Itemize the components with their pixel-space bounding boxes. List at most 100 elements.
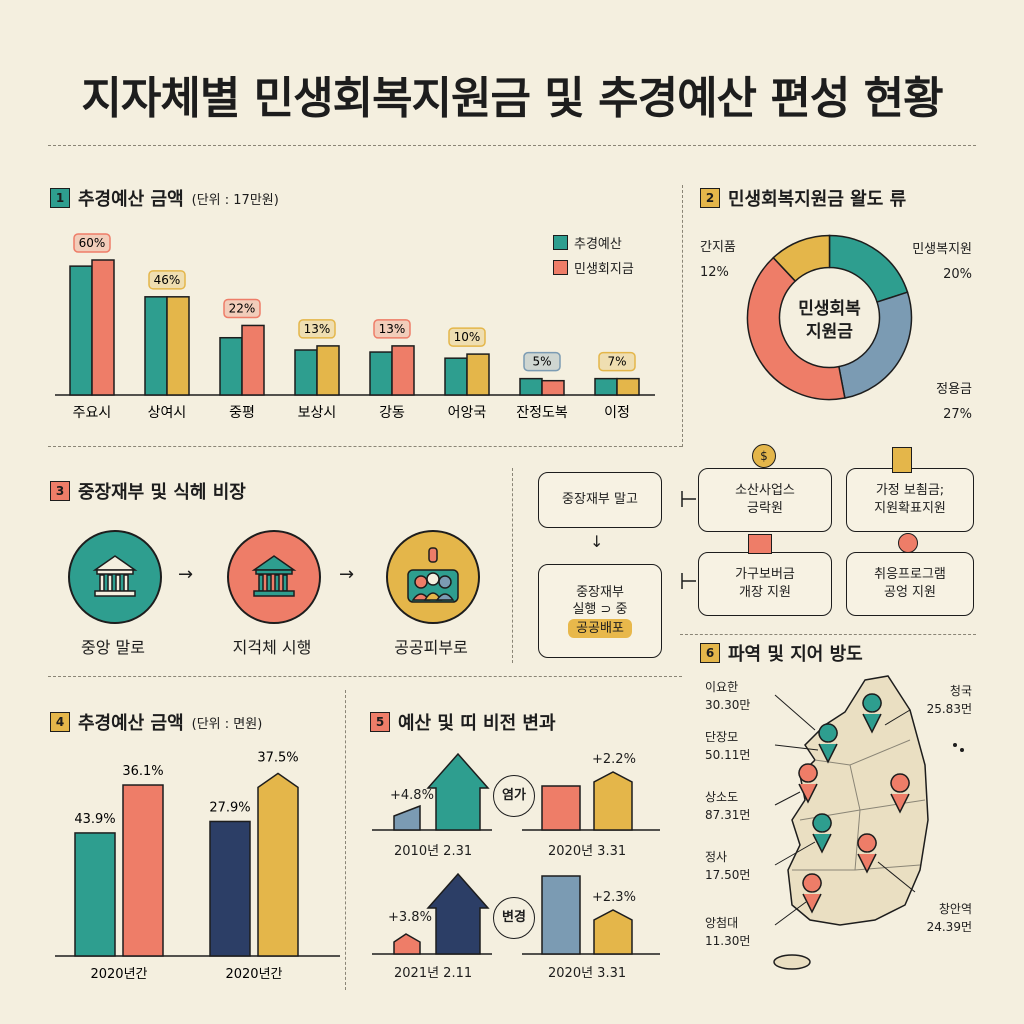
section6-heading: 6 파역 및 지어 방도 xyxy=(700,640,863,666)
flow-box-central: 중장재부 말고 xyxy=(538,472,662,528)
korea-map xyxy=(773,675,964,970)
place-value: 25.83먼 xyxy=(926,702,972,716)
house-icon xyxy=(748,534,772,554)
trend-bar xyxy=(593,909,633,955)
flow-target-box: 취응프로그램 공엉 지원 xyxy=(846,552,974,616)
bar xyxy=(219,336,243,396)
divider xyxy=(680,634,976,635)
legend-label: 추경예산 xyxy=(574,237,622,252)
jeju-island xyxy=(773,954,811,970)
data-label-box xyxy=(298,319,336,339)
step-label: 공공피부로 xyxy=(394,638,468,657)
step-arrow: → xyxy=(178,564,194,585)
legend-swatch xyxy=(553,260,568,275)
donut-slice xyxy=(746,256,846,401)
place-value: 24.39먼 xyxy=(926,920,972,934)
trend-change: +4.8% xyxy=(390,788,434,803)
donut-center-label: 민생회복 지원금 xyxy=(742,298,917,344)
bar xyxy=(166,296,190,396)
map-pin-icon xyxy=(798,763,818,804)
slice-name: 민생복지원 xyxy=(912,242,972,257)
trend-bar xyxy=(541,875,581,955)
bar xyxy=(122,784,164,957)
trend-bar xyxy=(541,785,581,831)
map-label: 청국 25.83먼 xyxy=(910,682,972,718)
flow-target-box: 가구보버금 개장 지원 xyxy=(698,552,832,616)
bar xyxy=(69,265,93,396)
bar xyxy=(316,345,340,396)
data-label-box xyxy=(598,351,636,372)
section-number: 6 xyxy=(700,643,720,663)
section-title: 추경예산 금액 xyxy=(78,713,184,734)
donut-slice xyxy=(772,234,831,283)
category-label: 이정 xyxy=(604,405,630,421)
legend-label: 민생회지금 xyxy=(574,262,634,277)
up-arrow-icon xyxy=(426,752,490,831)
money-bag-icon xyxy=(898,533,918,553)
slice-label-right: 민생복지원 20% xyxy=(880,238,972,287)
section-unit: (단위 : 17만원) xyxy=(191,192,279,208)
category-label: 2020년간 xyxy=(225,967,282,982)
trend-bar xyxy=(593,771,633,831)
flow-target-line: 소산사업스 xyxy=(735,483,795,499)
flow-box-highlight: 공공배포 xyxy=(568,618,632,639)
flow-target-line: 가구보버금 xyxy=(735,567,795,583)
data-label: 43.9% xyxy=(74,812,115,827)
central-government-icon xyxy=(68,530,162,624)
divider xyxy=(48,676,682,677)
bar xyxy=(391,345,415,396)
category-label: 주요시 xyxy=(73,405,112,421)
category-label: 강동 xyxy=(379,405,405,421)
bar xyxy=(466,353,490,396)
data-label: 13% xyxy=(379,322,406,336)
legend-swatch xyxy=(553,235,568,250)
bar xyxy=(209,820,251,957)
bar xyxy=(616,377,640,396)
donut-center-line: 민생회복 xyxy=(798,299,861,319)
section2-heading: 2 민생회복지원금 왈도 류 xyxy=(700,185,906,211)
map-pin-icon xyxy=(818,723,838,764)
section-title: 추경예산 금액 xyxy=(78,189,184,210)
map-pin-icon xyxy=(802,873,822,914)
trend-date: 2010년 2.31 xyxy=(394,844,473,859)
place-name: 정사 xyxy=(705,850,728,864)
flow-box-line: 실행 ⊃ 중 xyxy=(572,602,628,618)
place-value: 17.50먼 xyxy=(705,868,751,882)
data-label: 22% xyxy=(229,301,256,315)
bar xyxy=(294,349,318,396)
step-label: 지걱체 시행 xyxy=(232,638,312,657)
map-label: 정사 17.50먼 xyxy=(705,848,750,884)
bar xyxy=(541,379,565,396)
trend-bar xyxy=(393,804,421,831)
trend-date: 2020년 3.31 xyxy=(548,966,627,981)
map-pin-icon xyxy=(812,813,832,854)
section1-heading: 1 추경예산 금액 (단위 : 17만원) xyxy=(50,185,279,211)
bar xyxy=(241,324,265,396)
donut-chart xyxy=(746,234,913,401)
data-label: 10% xyxy=(454,330,481,344)
flow-target-box: 가정 보쵬금; 지원확표지원 xyxy=(846,468,974,532)
slice-pct: 12% xyxy=(700,264,729,280)
data-label: 13% xyxy=(304,322,331,336)
trend-bar xyxy=(393,933,421,955)
section-unit: (단위 : 면원) xyxy=(191,716,263,732)
divider xyxy=(682,185,683,447)
step-label: 중앙 말로 xyxy=(81,638,145,657)
badge: 염가 xyxy=(493,775,535,817)
flow-connectors xyxy=(681,491,696,589)
data-label-box xyxy=(148,270,186,290)
flow-target-line: 긍락원 xyxy=(747,501,783,516)
badge: 변경 xyxy=(493,897,535,939)
donut-hole xyxy=(780,268,879,367)
flow-target-line: 지원확표지원 xyxy=(874,501,946,516)
data-label-box xyxy=(223,298,261,319)
divider xyxy=(512,468,513,663)
place-name: 상소도 xyxy=(705,790,739,804)
donut-center-line: 지원금 xyxy=(806,321,853,342)
section-title: 중장재부 및 식헤 비장 xyxy=(78,482,246,503)
bar xyxy=(91,259,115,396)
section-number: 1 xyxy=(50,188,70,208)
bar xyxy=(594,377,618,396)
chart1-legend: 추경예산 민생회지금 xyxy=(553,233,634,283)
place-name: 창안역 xyxy=(938,902,972,916)
